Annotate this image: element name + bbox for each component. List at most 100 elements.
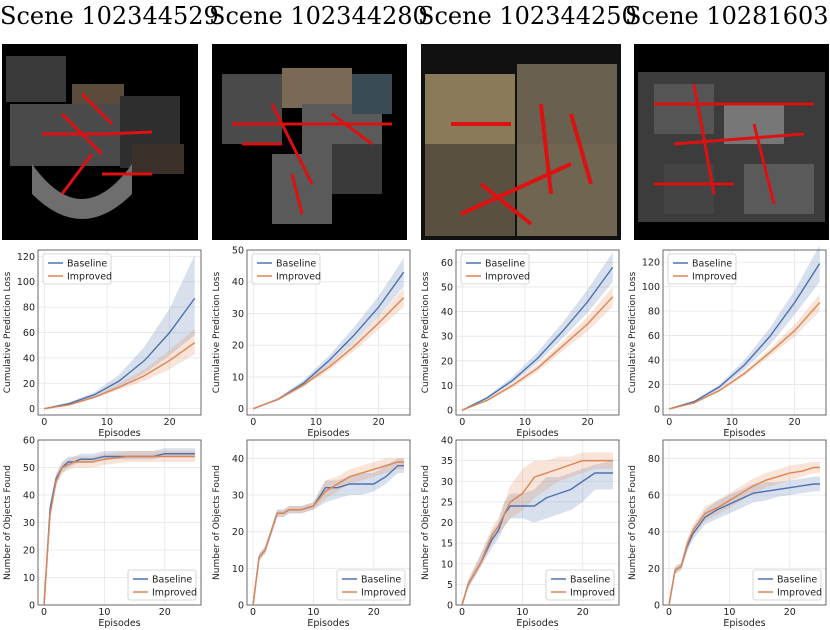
confidence-band-baseline: [44, 255, 195, 409]
loss-chart: 0 10 20 0 10 20 30 40 50 Episodes Cumulative Predi…: [209, 240, 414, 440]
x-tick-label: 0: [459, 417, 465, 428]
legend-label: Baseline: [276, 259, 316, 270]
y-tick-label: 20: [648, 564, 660, 575]
y-tick-label: 20: [441, 518, 453, 529]
legend-label: Improved: [570, 588, 615, 599]
x-tick-label: 10: [726, 417, 738, 428]
scene-map-image: [2, 44, 198, 240]
legend-label: Baseline: [570, 575, 610, 586]
y-tick-label: 0: [447, 601, 453, 612]
x-tick-label: 20: [373, 417, 385, 428]
series-line-baseline: [461, 266, 614, 411]
y-tick-label: 0: [29, 404, 35, 415]
y-tick-label: 5: [447, 580, 453, 591]
y-tick-label: 35: [441, 456, 453, 467]
x-tick-label: 10: [516, 607, 528, 618]
series-line-improved: [462, 296, 614, 411]
y-tick-label: 60: [648, 491, 660, 502]
y-tick-label: 60: [23, 328, 35, 339]
floorplan-render: [634, 44, 829, 240]
y-tick-label: 10: [232, 372, 244, 383]
y-tick-label: 0: [654, 404, 660, 415]
x-tick-label: 20: [784, 607, 796, 618]
x-tick-label: 10: [307, 607, 319, 618]
x-tick-label: 10: [98, 607, 110, 618]
y-tick-label: 60: [648, 331, 660, 342]
x-axis-label: Episodes: [98, 428, 140, 439]
y-tick-label: 40: [23, 353, 35, 364]
y-tick-label: 60: [23, 436, 35, 447]
y-tick-label: 40: [648, 356, 660, 367]
x-axis-label: Episodes: [307, 428, 349, 439]
legend-label: Improved: [67, 272, 112, 283]
y-tick-label: 50: [441, 282, 453, 293]
loss-chart: 0 10 20 0 20 40 60 80 100 120 Episodes Cumulative P…: [625, 240, 830, 440]
y-tick-label: 40: [648, 527, 660, 538]
objects-chart: 0 10 20 0 10 20 30 40 Episodes Number of Objects …: [209, 430, 414, 630]
y-tick-label: 120: [642, 258, 660, 269]
legend-label: Baseline: [67, 259, 107, 270]
y-tick-label: 80: [23, 303, 35, 314]
loss-chart: 0 10 20 0 10 20 30 40 50 60 Episodes Cumulative Pre…: [418, 240, 623, 440]
y-tick-label: 20: [23, 379, 35, 390]
y-tick-label: 0: [654, 601, 660, 612]
legend-label: Improved: [276, 272, 321, 283]
series-line-improved: [461, 459, 613, 606]
chart-svg: 0 10 20 0 20 40 60 80 100 120 Episodes Cumulative P…: [628, 245, 827, 439]
plot-frame: [246, 249, 411, 416]
scene-map-image: [634, 44, 829, 240]
y-axis-label: Cumulative Prediction Loss: [421, 271, 431, 393]
legend-label: Baseline: [692, 259, 732, 270]
x-tick-label: 20: [582, 417, 594, 428]
y-tick-label: 50: [23, 463, 35, 474]
floorplan-render: [2, 44, 198, 240]
y-tick-label: 10: [441, 559, 453, 570]
x-tick-label: 10: [723, 607, 735, 618]
x-axis-label: Episodes: [723, 618, 765, 629]
confidence-band-improved: [44, 328, 195, 409]
plot-frame: [246, 439, 411, 606]
chart-svg: 0 10 20 0 10 20 30 40 50 Episodes Cumulative Predi…: [212, 246, 411, 439]
y-tick-label: 20: [441, 356, 453, 367]
x-tick-label: 0: [666, 417, 672, 428]
x-axis-label: Episodes: [723, 428, 765, 439]
scene-map-image: [212, 44, 407, 240]
legend-label: Baseline: [777, 575, 817, 586]
objects-chart: 0 10 20 0 20 40 60 80 Episodes Number of Objects …: [625, 430, 830, 630]
y-tick-label: 10: [232, 564, 244, 575]
plot-frame: [455, 249, 620, 416]
y-tick-label: 80: [648, 307, 660, 318]
scene-title: Scene 102344250: [418, 2, 637, 30]
series-line-improved: [252, 461, 404, 606]
y-tick-label: 10: [441, 381, 453, 392]
objects-chart: 0 10 20 0 5 10 15 20 25 30 35 40 Episodes Number of O…: [418, 430, 623, 630]
y-tick-label: 30: [441, 477, 453, 488]
chart-svg: 0 10 20 0 10 20 30 40 50 60 Episodes Number of Obje…: [3, 436, 202, 629]
x-tick-label: 20: [368, 607, 380, 618]
x-tick-label: 20: [164, 417, 176, 428]
y-tick-label: 25: [441, 497, 453, 508]
series-line-improved: [668, 466, 820, 606]
scene-title: Scene 102344280: [209, 2, 428, 30]
y-tick-label: 0: [238, 601, 244, 612]
legend-label: Improved: [485, 272, 530, 283]
floorplan-render: [421, 44, 621, 240]
y-tick-label: 0: [447, 406, 453, 417]
x-tick-label: 0: [41, 417, 47, 428]
y-tick-label: 30: [232, 491, 244, 502]
x-tick-label: 0: [250, 607, 256, 618]
x-axis-label: Episodes: [516, 618, 558, 629]
confidence-band-improved: [462, 452, 613, 605]
x-tick-label: 10: [101, 417, 113, 428]
y-tick-label: 40: [441, 307, 453, 318]
legend-label: Improved: [152, 588, 197, 599]
scene-column: Scene 102344250 0 10 20 0 10 20 30 40 50 60 Episod…: [418, 0, 637, 630]
plot-frame: [455, 439, 620, 606]
plot-frame: [662, 439, 827, 606]
y-axis-label: Cumulative Prediction Loss: [628, 271, 638, 393]
y-tick-label: 15: [441, 539, 453, 550]
series-line-improved: [669, 302, 821, 410]
y-tick-label: 40: [232, 454, 244, 465]
legend-label: Baseline: [152, 575, 192, 586]
y-tick-label: 40: [232, 277, 244, 288]
